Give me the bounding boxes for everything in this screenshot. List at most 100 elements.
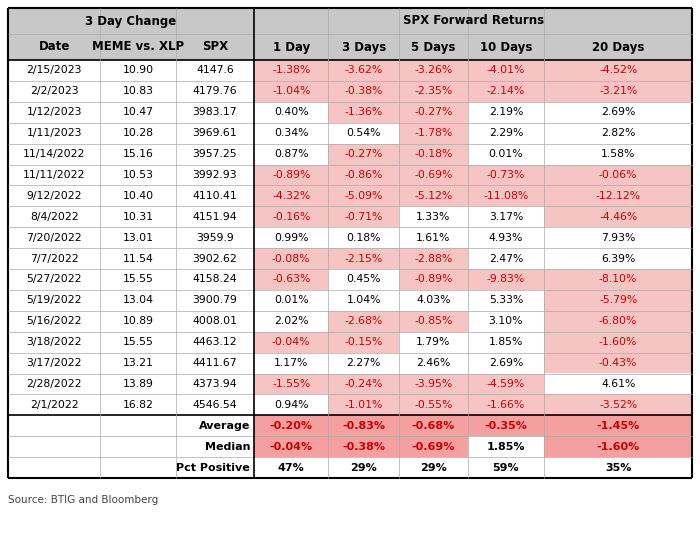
Bar (8, 457, 254, 478)
Bar (254, 185, 328, 206)
Text: SPX Forward Returns: SPX Forward Returns (402, 14, 544, 27)
Text: -0.27%: -0.27% (344, 149, 383, 159)
Text: 1.61%: 1.61% (416, 233, 451, 243)
Bar (8, 374, 254, 394)
Bar (545, 248, 692, 269)
Text: Date: Date (38, 41, 70, 54)
Text: 3900.79: 3900.79 (193, 295, 237, 306)
Bar (254, 290, 328, 311)
Text: 5/16/2022: 5/16/2022 (27, 316, 82, 326)
Bar (399, 311, 468, 332)
Text: 5 Days: 5 Days (412, 41, 456, 54)
Text: -1.38%: -1.38% (272, 65, 310, 76)
Text: -1.66%: -1.66% (486, 400, 525, 410)
Bar (8, 436, 254, 457)
Text: 2.27%: 2.27% (346, 358, 381, 368)
Text: -5.12%: -5.12% (414, 191, 453, 201)
Bar (8, 81, 254, 102)
Text: 15.55: 15.55 (122, 274, 153, 285)
Text: -0.55%: -0.55% (414, 400, 453, 410)
Text: -0.04%: -0.04% (272, 337, 310, 347)
Text: 10 Days: 10 Days (480, 41, 532, 54)
Bar (468, 81, 545, 102)
Text: 29%: 29% (420, 463, 447, 473)
Bar (468, 102, 545, 123)
Bar (399, 60, 468, 81)
Text: 13.01: 13.01 (122, 233, 153, 243)
Text: 3 Days: 3 Days (342, 41, 386, 54)
Text: Average: Average (199, 421, 250, 431)
Text: -0.63%: -0.63% (272, 274, 310, 285)
Text: -0.35%: -0.35% (484, 421, 527, 431)
Text: 3902.62: 3902.62 (193, 254, 237, 264)
Bar (328, 394, 399, 415)
Text: 0.01%: 0.01% (489, 149, 524, 159)
Bar (545, 457, 692, 478)
Text: 0.34%: 0.34% (274, 128, 309, 138)
Bar (468, 60, 545, 81)
Bar (468, 290, 545, 311)
Text: Source: BTIG and Bloomberg: Source: BTIG and Bloomberg (8, 495, 158, 505)
Text: 2/15/2023: 2/15/2023 (27, 65, 82, 76)
Text: -8.10%: -8.10% (599, 274, 637, 285)
Text: -0.69%: -0.69% (412, 442, 455, 452)
Text: -9.83%: -9.83% (486, 274, 525, 285)
Bar (254, 248, 328, 269)
Bar (545, 60, 692, 81)
Bar (254, 436, 328, 457)
Text: 4008.01: 4008.01 (193, 316, 237, 326)
Bar (399, 290, 468, 311)
Text: 1.17%: 1.17% (274, 358, 309, 368)
Bar (468, 185, 545, 206)
Bar (254, 269, 328, 290)
Bar (468, 436, 545, 457)
Bar (8, 353, 254, 374)
Text: 3/17/2022: 3/17/2022 (27, 358, 82, 368)
Bar (8, 8, 692, 34)
Text: 3983.17: 3983.17 (193, 107, 237, 117)
Bar (468, 415, 545, 436)
Bar (328, 374, 399, 394)
Text: -3.21%: -3.21% (599, 86, 637, 96)
Text: 4463.12: 4463.12 (193, 337, 237, 347)
Text: 2/2/2023: 2/2/2023 (30, 86, 78, 96)
Bar (545, 165, 692, 185)
Text: -1.78%: -1.78% (414, 128, 453, 138)
Text: 1/11/2023: 1/11/2023 (27, 128, 82, 138)
Bar (8, 227, 254, 248)
Bar (545, 353, 692, 374)
Bar (328, 248, 399, 269)
Bar (399, 185, 468, 206)
Text: -3.52%: -3.52% (599, 400, 637, 410)
Text: 10.53: 10.53 (122, 170, 153, 180)
Text: -0.73%: -0.73% (486, 170, 525, 180)
Bar (468, 457, 545, 478)
Text: -1.36%: -1.36% (344, 107, 383, 117)
Text: -0.83%: -0.83% (342, 421, 385, 431)
Bar (8, 144, 254, 165)
Bar (8, 332, 254, 353)
Text: -1.55%: -1.55% (272, 379, 310, 389)
Text: -11.08%: -11.08% (483, 191, 528, 201)
Text: -5.79%: -5.79% (599, 295, 637, 306)
Text: -0.85%: -0.85% (414, 316, 453, 326)
Text: 4147.6: 4147.6 (196, 65, 234, 76)
Bar (468, 165, 545, 185)
Text: 2/28/2022: 2/28/2022 (27, 379, 82, 389)
Text: -0.69%: -0.69% (414, 170, 453, 180)
Text: 8/4/2022: 8/4/2022 (30, 212, 78, 222)
Text: -0.68%: -0.68% (412, 421, 455, 431)
Text: -0.04%: -0.04% (270, 442, 313, 452)
Text: -0.15%: -0.15% (344, 337, 383, 347)
Text: 10.47: 10.47 (122, 107, 153, 117)
Bar (328, 415, 399, 436)
Bar (8, 8, 692, 478)
Text: 6.39%: 6.39% (601, 254, 636, 264)
Text: 0.18%: 0.18% (346, 233, 381, 243)
Bar (8, 60, 254, 81)
Text: 0.01%: 0.01% (274, 295, 309, 306)
Text: Pct Positive: Pct Positive (176, 463, 250, 473)
Text: 3 Day Change: 3 Day Change (85, 14, 176, 27)
Text: -4.01%: -4.01% (486, 65, 525, 76)
Bar (399, 269, 468, 290)
